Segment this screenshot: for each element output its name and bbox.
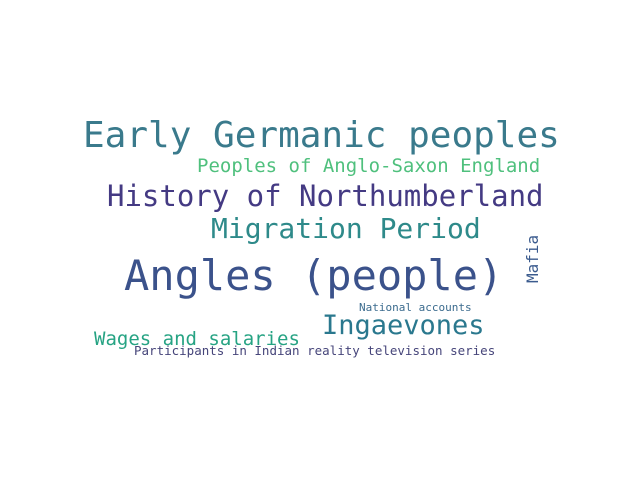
word-history-of-northumberland: History of Northumberland [107, 179, 544, 213]
word-peoples-of-anglo-saxon-england: Peoples of Anglo-Saxon England [197, 155, 541, 177]
word-early-germanic-peoples: Early Germanic peoples [83, 115, 560, 156]
word-angles-people: Angles (people) [124, 251, 504, 300]
word-migration-period: Migration Period [211, 212, 481, 245]
word-ingaevones: Ingaevones [322, 310, 485, 341]
word-wages-and-salaries: Wages and salaries [94, 328, 300, 350]
word-national-accounts: National accounts [359, 301, 472, 314]
word-mafia: Mafia [523, 234, 542, 283]
word-participants-in-indian-reality-television-series: Participants in Indian reality televisio… [134, 343, 496, 358]
